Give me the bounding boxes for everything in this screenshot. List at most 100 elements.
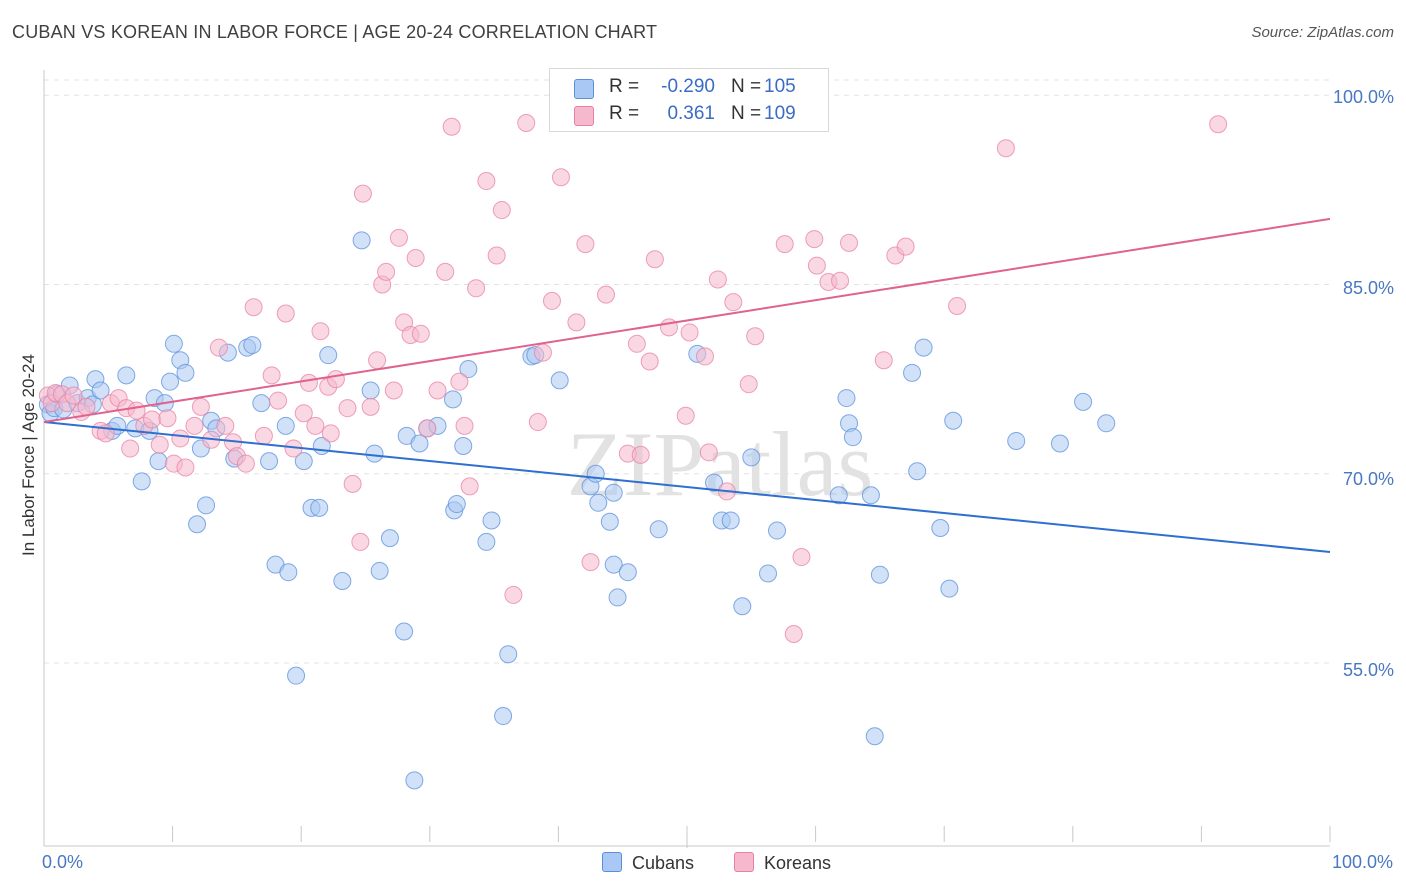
cuban-point-24: [188, 515, 207, 534]
cuban-point-75: [618, 563, 637, 582]
korean-point-59: [436, 262, 455, 281]
korean-point-56: [411, 324, 430, 343]
cuban-point-10: [91, 381, 110, 400]
koreans-legend-label: Koreans: [764, 853, 832, 873]
korean-point-76: [581, 553, 600, 572]
cuban-point-82: [742, 448, 761, 467]
korean-point-65: [477, 172, 496, 191]
cuban-point-34: [260, 452, 279, 471]
cuban-point-70: [589, 493, 608, 512]
korean-point-7: [77, 397, 96, 416]
koreans-swatch: [574, 106, 594, 126]
cuban-point-58: [447, 495, 466, 514]
korean-point-14: [127, 401, 146, 420]
cuban-point-72: [604, 483, 623, 502]
cuban-point-15: [132, 472, 151, 491]
korean-point-81: [640, 352, 659, 371]
cuban-point-49: [380, 529, 399, 548]
cubans-swatch: [574, 79, 594, 99]
cuban-point-88: [843, 428, 862, 447]
cuban-point-38: [287, 666, 306, 685]
cuban-point-50: [395, 622, 414, 641]
korean-point-72: [542, 291, 561, 310]
cuban-point-44: [333, 572, 352, 591]
korean-point-69: [517, 113, 536, 132]
korean-point-92: [746, 327, 765, 346]
korean-point-93: [775, 235, 794, 254]
cuban-point-39: [294, 452, 313, 471]
source-label: Source: ZipAtlas.com: [1251, 24, 1394, 41]
korean-point-73: [551, 168, 570, 187]
chart-title: CUBAN VS KOREAN IN LABOR FORCE | AGE 20-…: [12, 22, 658, 42]
y-tick-label-55: 55.0%: [1342, 660, 1394, 680]
y-tick-label-100: 100.0%: [1332, 87, 1394, 107]
cuban-point-73: [604, 555, 623, 574]
korean-point-55: [406, 249, 425, 268]
koreans-n-label: N =: [731, 103, 762, 124]
cubans-r-value: -0.290: [661, 76, 715, 97]
korean-point-88: [708, 270, 727, 289]
korean-point-90: [724, 293, 743, 312]
cuban-point-61: [477, 532, 496, 551]
korean-point-94: [784, 625, 803, 644]
korean-point-80: [631, 445, 650, 464]
korean-point-85: [680, 323, 699, 342]
cuban-point-90: [865, 727, 884, 746]
korean-point-79: [627, 334, 646, 353]
cuban-point-78: [705, 473, 724, 492]
cuban-point-81: [733, 597, 752, 616]
cuban-point-97: [944, 411, 963, 430]
korean-point-23: [191, 397, 210, 416]
korean-point-5: [64, 386, 83, 405]
cuban-point-32: [243, 336, 262, 355]
korean-point-62: [455, 416, 474, 435]
cuban-point-85: [829, 486, 848, 505]
cuban-point-36: [276, 416, 295, 435]
korean-point-16: [143, 410, 162, 429]
cuban-point-94: [914, 338, 933, 357]
cubans-n-value: 105: [764, 76, 796, 97]
cuban-point-76: [649, 520, 668, 539]
korean-point-91: [739, 375, 758, 394]
korean-point-22: [185, 416, 204, 435]
cuban-point-56: [443, 390, 462, 409]
korean-point-44: [343, 474, 362, 493]
cuban-point-93: [908, 462, 927, 481]
cuban-point-92: [903, 363, 922, 382]
korean-point-95: [792, 548, 811, 567]
cubans-r-label: R =: [609, 76, 640, 97]
korean-point-30: [244, 298, 263, 317]
cuban-point-21: [164, 334, 183, 353]
y-axis-label: In Labor Force | Age 20-24: [19, 354, 38, 556]
korean-point-96: [805, 230, 824, 249]
korean-point-106: [1209, 115, 1228, 134]
cuban-point-74: [608, 588, 627, 607]
korean-point-71: [533, 343, 552, 362]
korean-point-58: [428, 381, 447, 400]
korean-point-77: [596, 285, 615, 304]
cuban-point-64: [499, 645, 518, 664]
korean-point-36: [294, 404, 313, 423]
cuban-point-101: [1097, 414, 1116, 433]
cuban-point-62: [482, 511, 501, 530]
korean-point-41: [321, 424, 340, 443]
cuban-point-67: [550, 371, 569, 390]
cuban-point-43: [319, 346, 338, 365]
korean-point-39: [311, 322, 330, 341]
correlation-legend: R = -0.290 N = 105 R = 0.361 N = 109: [549, 68, 829, 132]
korean-point-21: [176, 458, 195, 477]
cuban-point-20: [161, 372, 180, 391]
koreans-n-value: 109: [764, 103, 796, 124]
cuban-point-60: [459, 360, 478, 379]
korean-point-25: [209, 338, 228, 357]
korean-point-101: [874, 351, 893, 370]
x-tick-label-max: 100.0%: [1331, 852, 1393, 872]
koreans-r-label: R =: [609, 103, 640, 124]
korean-point-105: [996, 139, 1015, 158]
korean-point-33: [269, 391, 288, 410]
korean-point-26: [216, 416, 235, 435]
cuban-point-71: [600, 512, 619, 531]
korean-point-66: [487, 246, 506, 265]
y-tick-label-85: 85.0%: [1342, 278, 1394, 298]
cubans-legend-label: Cubans: [632, 853, 695, 873]
